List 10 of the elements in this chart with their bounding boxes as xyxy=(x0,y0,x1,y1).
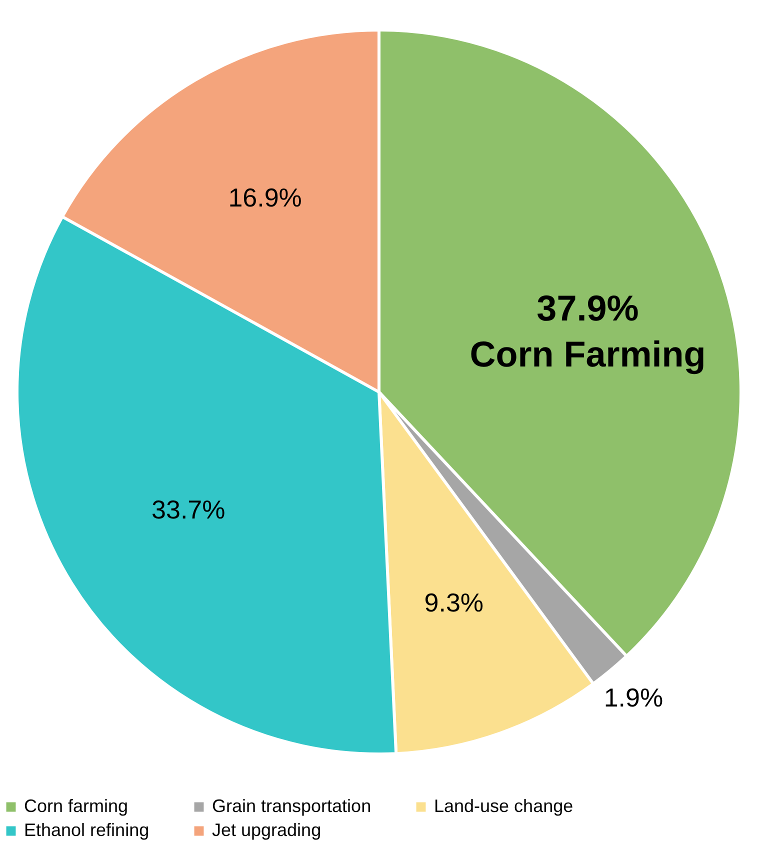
legend-label: Ethanol refining xyxy=(24,820,150,840)
legend-label: Jet upgrading xyxy=(212,820,322,840)
data-label: 1.9% xyxy=(604,682,664,712)
data-label: 16.9% xyxy=(228,182,302,213)
legend-label: Grain transportation xyxy=(212,796,372,816)
data-label: 33.7% xyxy=(152,494,226,524)
legend-label: Land-use change xyxy=(434,796,574,816)
data-label: 9.3% xyxy=(424,588,484,618)
data-label: 37.9% Corn Farming xyxy=(470,287,706,374)
legend-label: Corn farming xyxy=(24,796,128,816)
